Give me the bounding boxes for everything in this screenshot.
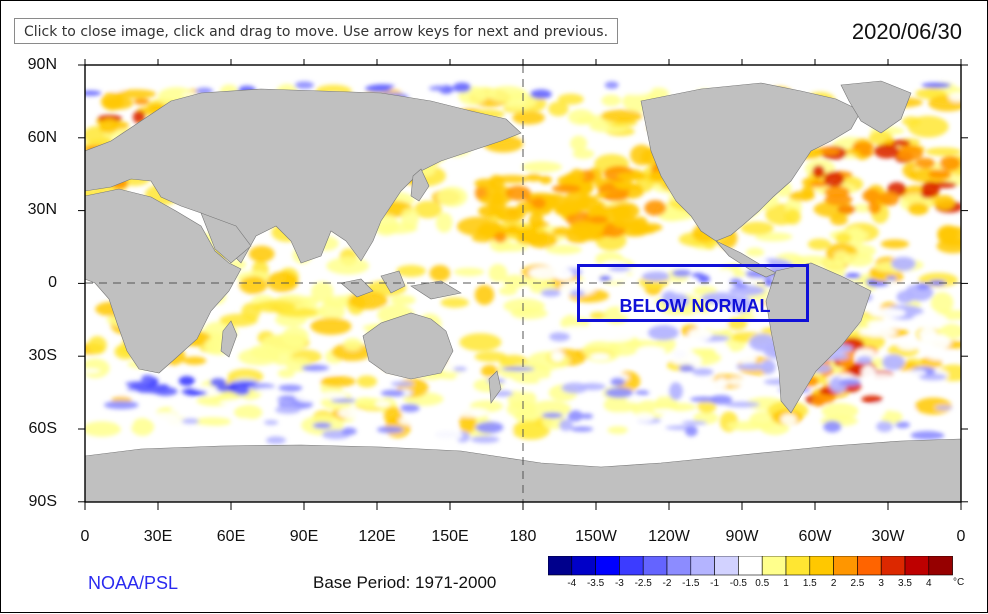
lat-label: 90N xyxy=(27,56,57,73)
colorbar-tick-label: 1.5 xyxy=(802,578,817,589)
colorbar-swatch xyxy=(690,556,715,576)
colorbar-swatch xyxy=(857,556,882,576)
colorbar-tick-label: -0.5 xyxy=(729,578,747,589)
lat-label: 30N xyxy=(27,201,57,218)
colorbar xyxy=(548,556,953,576)
lon-label: 90W xyxy=(725,528,759,545)
lat-label: 30S xyxy=(28,347,57,364)
colorbar-swatch xyxy=(904,556,930,576)
annotation-label: BELOW NORMAL xyxy=(619,296,771,316)
organization-label: NOAA/PSL xyxy=(88,573,179,593)
colorbar-swatch xyxy=(619,556,644,576)
colorbar-tick-label: -4 xyxy=(567,578,577,589)
lon-label: 180 xyxy=(509,528,537,545)
colorbar-tick-label: 0.5 xyxy=(755,578,770,589)
colorbar-swatch xyxy=(738,556,763,576)
colorbar-tick-label: 3.5 xyxy=(898,578,912,589)
colorbar-swatch xyxy=(928,556,953,576)
annotation-box xyxy=(577,264,809,322)
colorbar-tick-label: -2 xyxy=(662,578,672,589)
colorbar-swatch xyxy=(571,556,596,576)
lon-label: 120E xyxy=(358,528,396,545)
colorbar-tick-label: -1 xyxy=(710,578,720,589)
lon-label: 90E xyxy=(289,528,319,545)
colorbar-tick-label: 1 xyxy=(783,578,789,589)
lon-label: 150E xyxy=(431,528,469,545)
colorbar-swatch xyxy=(761,556,787,576)
colorbar-swatch xyxy=(642,556,668,576)
colorbar-swatch xyxy=(809,556,834,576)
colorbar-swatch xyxy=(548,556,573,576)
lat-label: 60S xyxy=(28,420,57,437)
colorbar-unit: °C xyxy=(953,577,965,588)
colorbar-swatch xyxy=(880,556,906,576)
lat-label: 90S xyxy=(28,493,57,510)
lon-label: 30W xyxy=(871,528,905,545)
colorbar-tick-label: -3 xyxy=(614,578,624,589)
colorbar-swatch xyxy=(666,556,692,576)
colorbar-tick-label: -3.5 xyxy=(586,578,605,589)
lon-label: 60E xyxy=(216,528,246,545)
colorbar-tick-label: 4 xyxy=(926,578,932,589)
colorbar-swatch xyxy=(595,556,620,576)
colorbar-tick-label: 2.5 xyxy=(850,578,865,589)
lon-label: 0 xyxy=(956,528,966,545)
map-date: 2020/06/30 xyxy=(851,19,962,44)
colorbar-swatch xyxy=(833,556,858,576)
colorbar-swatch xyxy=(785,556,811,576)
lon-label: 150W xyxy=(575,528,617,545)
colorbar-tick-label: 3 xyxy=(878,578,884,589)
lon-label: 120W xyxy=(648,528,690,545)
colorbar-tick-label: 2 xyxy=(830,578,837,589)
lon-label: 0 xyxy=(80,528,90,545)
base-period-label: Base Period: 1971-2000 xyxy=(313,573,497,592)
lon-label: 60W xyxy=(798,528,832,545)
lon-label: 30E xyxy=(143,528,173,545)
colorbar-tick-label: -2.5 xyxy=(634,578,652,589)
viewer-tooltip: Click to close image, click and drag to … xyxy=(14,18,619,44)
lat-label: 60N xyxy=(27,129,57,146)
lat-label: 0 xyxy=(48,274,57,291)
colorbar-swatch xyxy=(714,556,739,576)
colorbar-tick-label: -1.5 xyxy=(682,578,700,589)
